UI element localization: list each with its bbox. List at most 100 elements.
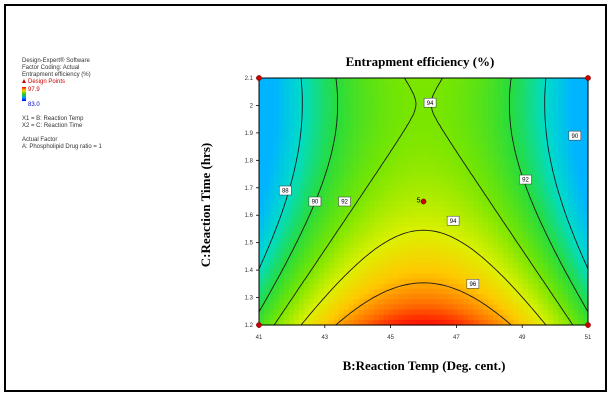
heatmap-cell — [298, 129, 305, 136]
heatmap-cell — [378, 180, 385, 187]
heatmap-cell — [303, 175, 310, 182]
heatmap-cell — [503, 263, 509, 269]
heatmap-cell — [383, 222, 390, 228]
heatmap-cell — [308, 103, 315, 110]
heatmap-cell — [533, 180, 539, 187]
heatmap-cell — [383, 288, 390, 295]
heatmap-cell — [448, 211, 454, 218]
heatmap-cell — [548, 252, 554, 259]
heatmap-cell — [383, 78, 390, 84]
heatmap-cell — [563, 232, 569, 239]
heatmap-cell — [463, 227, 469, 233]
heatmap-cell — [408, 278, 415, 285]
heatmap-cell — [568, 237, 574, 244]
heatmap-cell — [378, 170, 385, 177]
heatmap-cell — [328, 196, 335, 203]
heatmap-cell — [403, 175, 410, 182]
heatmap-cell — [338, 247, 345, 254]
heatmap-cell — [353, 139, 360, 146]
heatmap-cell — [573, 283, 579, 290]
heatmap-cell — [413, 206, 420, 213]
heatmap-cell — [408, 252, 415, 259]
heatmap-cell — [473, 129, 479, 136]
heatmap-cell — [353, 319, 360, 326]
heatmap-cell — [388, 242, 395, 249]
heatmap-cell — [388, 252, 395, 259]
heatmap-cell — [398, 134, 405, 141]
heatmap-cell — [543, 201, 549, 208]
heatmap-cell — [483, 119, 489, 125]
heatmap-cell — [333, 242, 340, 249]
heatmap-cell — [413, 227, 420, 233]
heatmap-cell — [383, 186, 390, 192]
heatmap-cell — [483, 124, 489, 131]
heatmap-cell — [488, 88, 494, 95]
heatmap-cell — [478, 170, 484, 177]
heatmap-cell — [318, 98, 325, 105]
heatmap-cell — [423, 216, 430, 223]
heatmap-cell — [303, 196, 310, 203]
heatmap-cell — [553, 155, 559, 161]
legend-response: Entrapment efficiency (%) — [22, 72, 91, 78]
heatmap-cell — [453, 98, 459, 105]
heatmap-cell — [483, 103, 489, 110]
heatmap-cell — [263, 206, 270, 213]
heatmap-cell — [548, 211, 554, 218]
heatmap-cell — [313, 278, 320, 285]
heatmap-cell — [533, 170, 539, 177]
heatmap-cell — [278, 201, 285, 208]
heatmap-cell — [513, 232, 519, 239]
heatmap-cell — [553, 108, 559, 115]
heatmap-cell — [418, 309, 425, 316]
heatmap-cell — [448, 88, 454, 95]
heatmap-cell — [338, 108, 345, 115]
heatmap-cell — [553, 299, 559, 306]
heatmap-cell — [448, 78, 454, 84]
heatmap-cell — [418, 88, 425, 95]
heatmap-cell — [558, 201, 564, 208]
heatmap-cell — [368, 201, 375, 208]
color-scale-bar — [22, 87, 26, 101]
heatmap-cell — [513, 150, 519, 156]
heatmap-cell — [488, 103, 494, 110]
heatmap-cell — [393, 211, 400, 218]
heatmap-cell — [418, 78, 425, 84]
heatmap-cell — [308, 170, 315, 177]
heatmap-cell — [423, 252, 430, 259]
heatmap-cell — [288, 180, 295, 187]
heatmap-cell — [583, 88, 589, 95]
heatmap-cell — [338, 165, 345, 172]
heatmap-cell — [318, 134, 325, 141]
heatmap-cell — [373, 150, 380, 156]
heatmap-cell — [583, 283, 589, 290]
heatmap-cell — [568, 309, 574, 316]
heatmap-cell — [403, 237, 410, 244]
heatmap-cell — [268, 201, 275, 208]
heatmap-cell — [413, 258, 420, 264]
legend-x1: X1 = B: Reaction Temp — [22, 116, 84, 122]
heatmap-cell — [263, 180, 270, 187]
heatmap-cell — [558, 247, 564, 254]
heatmap-cell — [583, 175, 589, 182]
heatmap-cell — [428, 186, 435, 192]
heatmap-cell — [488, 175, 494, 182]
heatmap-cell — [343, 304, 350, 311]
heatmap-cell — [543, 232, 549, 239]
heatmap-cell — [508, 278, 514, 285]
heatmap-cell — [553, 78, 559, 84]
heatmap-cell — [343, 314, 350, 321]
heatmap-cell — [518, 309, 524, 316]
heatmap-cell — [558, 258, 564, 264]
heatmap-cell — [313, 268, 320, 275]
heatmap-cell — [473, 294, 479, 300]
heatmap-cell — [438, 278, 445, 285]
heatmap-cell — [498, 299, 504, 306]
heatmap-cell — [313, 319, 320, 326]
heatmap-cell — [323, 98, 330, 105]
heatmap-cell — [303, 78, 310, 84]
heatmap-cell — [423, 175, 430, 182]
heatmap-cell — [298, 206, 305, 213]
heatmap-cell — [438, 180, 445, 187]
heatmap-cell — [268, 170, 275, 177]
heatmap-cell — [383, 206, 390, 213]
